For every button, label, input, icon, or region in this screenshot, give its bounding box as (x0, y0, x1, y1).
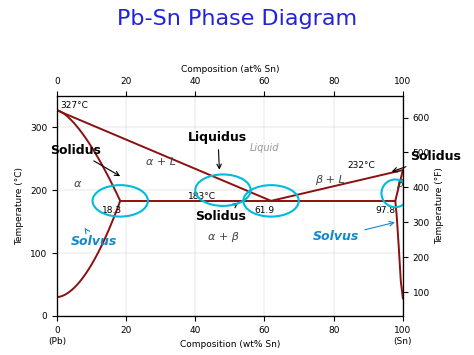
Y-axis label: Temperature (°C): Temperature (°C) (15, 167, 24, 245)
Text: 183°C: 183°C (188, 192, 216, 201)
Text: α + β: α + β (208, 233, 238, 242)
Text: Liquid: Liquid (250, 143, 279, 153)
Text: 18.3: 18.3 (102, 207, 122, 215)
X-axis label: Composition (wt% Sn): Composition (wt% Sn) (180, 340, 280, 349)
Text: 232°C: 232°C (347, 160, 375, 170)
Text: β: β (396, 179, 403, 189)
Text: Pb-Sn Phase Diagram: Pb-Sn Phase Diagram (117, 9, 357, 29)
Y-axis label: Temperature (°F): Temperature (°F) (436, 168, 445, 244)
Text: Solidus: Solidus (50, 144, 119, 176)
Text: α: α (74, 179, 82, 189)
Text: 97.8: 97.8 (375, 207, 395, 215)
Text: 327°C: 327°C (60, 101, 88, 110)
Text: β + L: β + L (315, 175, 345, 185)
Text: Solvus: Solvus (313, 222, 394, 244)
Text: Liquidus: Liquidus (188, 131, 247, 169)
Text: 61.9: 61.9 (254, 207, 274, 215)
Text: Solidus: Solidus (393, 150, 461, 172)
Text: (Sn): (Sn) (393, 337, 412, 346)
Text: Solvus: Solvus (71, 229, 117, 248)
Text: (Pb): (Pb) (48, 337, 66, 346)
X-axis label: Composition (at% Sn): Composition (at% Sn) (181, 65, 279, 73)
Text: α + L: α + L (146, 157, 176, 167)
Text: Solidus: Solidus (195, 203, 246, 223)
